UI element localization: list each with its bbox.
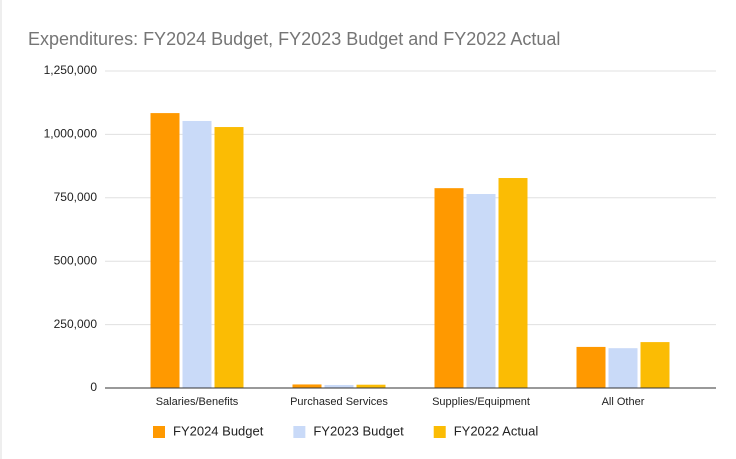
legend-label: FY2022 Actual bbox=[454, 423, 539, 438]
bar bbox=[214, 127, 244, 389]
bar bbox=[324, 384, 354, 388]
bar bbox=[608, 348, 638, 388]
y-tick-label: 1,250,000 bbox=[44, 63, 98, 77]
bar bbox=[434, 188, 464, 388]
bar bbox=[356, 384, 386, 388]
legend-swatch bbox=[433, 426, 446, 438]
legend-swatch bbox=[293, 426, 306, 438]
bar bbox=[640, 342, 670, 388]
y-tick-label: 500,000 bbox=[54, 253, 98, 267]
y-tick-label: 0 bbox=[90, 380, 97, 394]
y-tick-label: 1,000,000 bbox=[44, 127, 98, 141]
x-tick-label: All Other bbox=[602, 396, 645, 408]
bar bbox=[292, 384, 322, 388]
chart-title: Expenditures: FY2024 Budget, FY2023 Budg… bbox=[28, 29, 560, 49]
bar bbox=[498, 178, 528, 388]
bar bbox=[576, 346, 606, 388]
x-tick-label: Supplies/Equipment bbox=[432, 396, 530, 408]
bar bbox=[466, 193, 496, 388]
bar bbox=[150, 113, 180, 389]
legend-label: FY2023 Budget bbox=[313, 423, 404, 438]
y-tick-label: 250,000 bbox=[54, 317, 98, 331]
y-tick-label: 750,000 bbox=[54, 190, 98, 204]
x-tick-label: Purchased Services bbox=[290, 396, 388, 408]
x-tick-label: Salaries/Benefits bbox=[156, 396, 239, 408]
legend-label: FY2024 Budget bbox=[173, 423, 264, 438]
bar bbox=[182, 120, 212, 388]
legend-swatch bbox=[153, 426, 165, 438]
